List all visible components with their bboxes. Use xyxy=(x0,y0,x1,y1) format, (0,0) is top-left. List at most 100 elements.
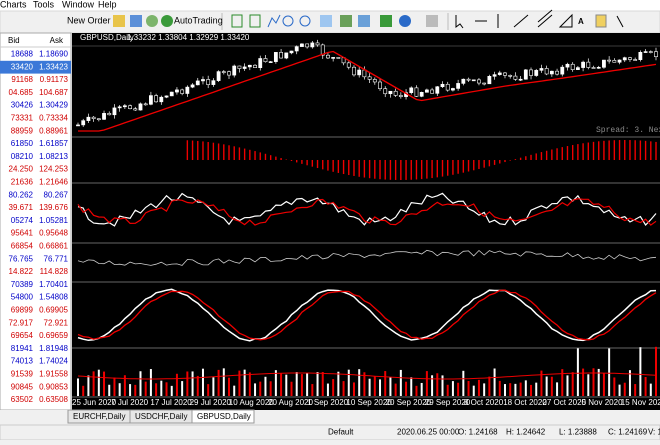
bid[interactable]: 69654 xyxy=(11,331,34,340)
bid[interactable]: 30426 xyxy=(11,101,34,110)
icon[interactable] xyxy=(161,15,173,27)
ask[interactable]: 80.267 xyxy=(44,190,69,199)
tab[interactable] xyxy=(191,409,255,424)
ask[interactable]: 0.66861 xyxy=(39,242,68,251)
autotrading-button[interactable]: AutoTrading xyxy=(174,15,223,25)
icon[interactable] xyxy=(595,14,607,28)
icon[interactable] xyxy=(146,15,158,27)
bid[interactable]: 05274 xyxy=(11,216,34,225)
ask[interactable]: 1.74024 xyxy=(39,357,68,366)
icon[interactable] xyxy=(130,15,142,27)
bid[interactable]: 63502 xyxy=(11,395,34,404)
date-label: 20 Sep 2020 xyxy=(386,398,432,407)
bid[interactable]: 70389 xyxy=(11,280,34,289)
bid[interactable]: 73331 xyxy=(11,114,34,123)
menu-item[interactable]: Charts xyxy=(0,0,27,9)
bid[interactable]: 91168 xyxy=(11,75,33,84)
menu-item[interactable]: Window xyxy=(62,0,95,9)
icon[interactable] xyxy=(282,15,294,27)
tab-label[interactable]: EURCHF,Daily xyxy=(73,412,125,421)
icon[interactable] xyxy=(249,14,261,28)
ask[interactable]: 1.21646 xyxy=(39,178,68,187)
icon[interactable] xyxy=(340,15,352,27)
ask[interactable]: 1.30429 xyxy=(39,101,68,110)
icon[interactable] xyxy=(320,15,332,27)
candle-body xyxy=(539,68,544,71)
ask[interactable]: 0.95648 xyxy=(39,229,68,238)
bid[interactable]: 72.917 xyxy=(9,318,34,327)
new-order-button[interactable]: New Order xyxy=(67,15,111,25)
ask[interactable]: 114.828 xyxy=(40,267,69,276)
ask[interactable]: 1.61857 xyxy=(39,139,68,148)
oscillator-signal xyxy=(77,289,657,341)
ask[interactable]: 104.687 xyxy=(39,88,68,97)
icon[interactable] xyxy=(513,14,529,28)
ask[interactable]: 76.771 xyxy=(44,254,69,263)
icon-text[interactable]: A xyxy=(578,17,584,26)
icon[interactable] xyxy=(299,15,311,27)
ask[interactable]: 1.05281 xyxy=(39,216,68,225)
bid[interactable]: 88959 xyxy=(11,126,34,135)
icon[interactable] xyxy=(267,14,281,28)
ask[interactable]: 0.63508 xyxy=(39,395,68,404)
ask[interactable]: 1.54808 xyxy=(39,293,68,302)
ask[interactable]: 0.73334 xyxy=(39,114,68,123)
bid[interactable]: 04.685 xyxy=(9,88,34,97)
ask[interactable]: 1.81948 xyxy=(39,344,68,353)
candle-body xyxy=(247,64,252,68)
icon[interactable] xyxy=(399,15,411,27)
bid[interactable]: 90845 xyxy=(11,382,34,391)
tab-label[interactable]: GBPUSD,Daily xyxy=(197,412,251,421)
candle-body xyxy=(190,84,195,88)
status-field: L: 1.23888 xyxy=(559,428,597,437)
ask[interactable]: 139.676 xyxy=(39,203,68,212)
bid[interactable]: 74013 xyxy=(11,357,34,366)
ask[interactable]: 0.91173 xyxy=(40,75,69,84)
icon[interactable] xyxy=(231,14,243,28)
ask[interactable]: 72.921 xyxy=(44,318,69,327)
ask[interactable]: 124.253 xyxy=(39,165,68,174)
icon[interactable] xyxy=(616,15,624,28)
bid[interactable]: 81941 xyxy=(11,344,34,353)
bid[interactable]: 18688 xyxy=(11,50,34,59)
bid[interactable]: 24.250 xyxy=(9,165,34,174)
ask[interactable]: 1.08213 xyxy=(39,152,68,161)
bid[interactable]: 33420 xyxy=(11,62,34,71)
icon[interactable] xyxy=(558,13,573,28)
icon[interactable] xyxy=(358,15,370,27)
icon[interactable] xyxy=(537,9,553,28)
ask[interactable]: 1.33423 xyxy=(39,62,68,71)
bid[interactable]: 66854 xyxy=(11,242,34,251)
bid[interactable]: 69899 xyxy=(11,306,34,315)
menu-item[interactable]: Help xyxy=(98,0,117,9)
date-label: 29 Jul 2020 xyxy=(190,398,232,407)
bid[interactable]: 95641 xyxy=(11,229,34,238)
bid[interactable]: 61850 xyxy=(11,139,34,148)
ask[interactable]: 1.91558 xyxy=(39,370,68,379)
bid[interactable]: 21636 xyxy=(11,178,34,187)
bid[interactable]: 80.262 xyxy=(9,190,34,199)
ask[interactable]: 0.69659 xyxy=(39,331,68,340)
icon[interactable] xyxy=(455,15,464,29)
ask[interactable]: 0.69905 xyxy=(39,306,68,315)
bid[interactable]: 76.765 xyxy=(9,254,34,263)
oscillator-line xyxy=(77,288,657,342)
icon[interactable] xyxy=(426,15,438,27)
bid[interactable]: 54800 xyxy=(11,293,34,302)
ask[interactable]: 1.70401 xyxy=(39,280,68,289)
icon[interactable] xyxy=(113,15,125,27)
chart-symbol: GBPUSD,Daily xyxy=(80,33,134,42)
bid[interactable]: 08210 xyxy=(11,152,34,161)
ask[interactable]: 0.88961 xyxy=(39,126,68,135)
candle-body xyxy=(643,51,648,53)
tab-label[interactable]: USDCHF,Daily xyxy=(135,412,187,421)
date-label: 27 Oct 2020 xyxy=(542,398,586,407)
candle-body xyxy=(300,43,304,47)
bid[interactable]: 91539 xyxy=(11,370,34,379)
ask[interactable]: 0.90853 xyxy=(39,382,68,391)
icon[interactable] xyxy=(380,15,392,27)
ask[interactable]: 1.18690 xyxy=(39,50,68,59)
bid[interactable]: 39.671 xyxy=(9,203,34,212)
menu-item[interactable]: Tools xyxy=(33,0,55,9)
bid[interactable]: 14.822 xyxy=(9,267,34,276)
